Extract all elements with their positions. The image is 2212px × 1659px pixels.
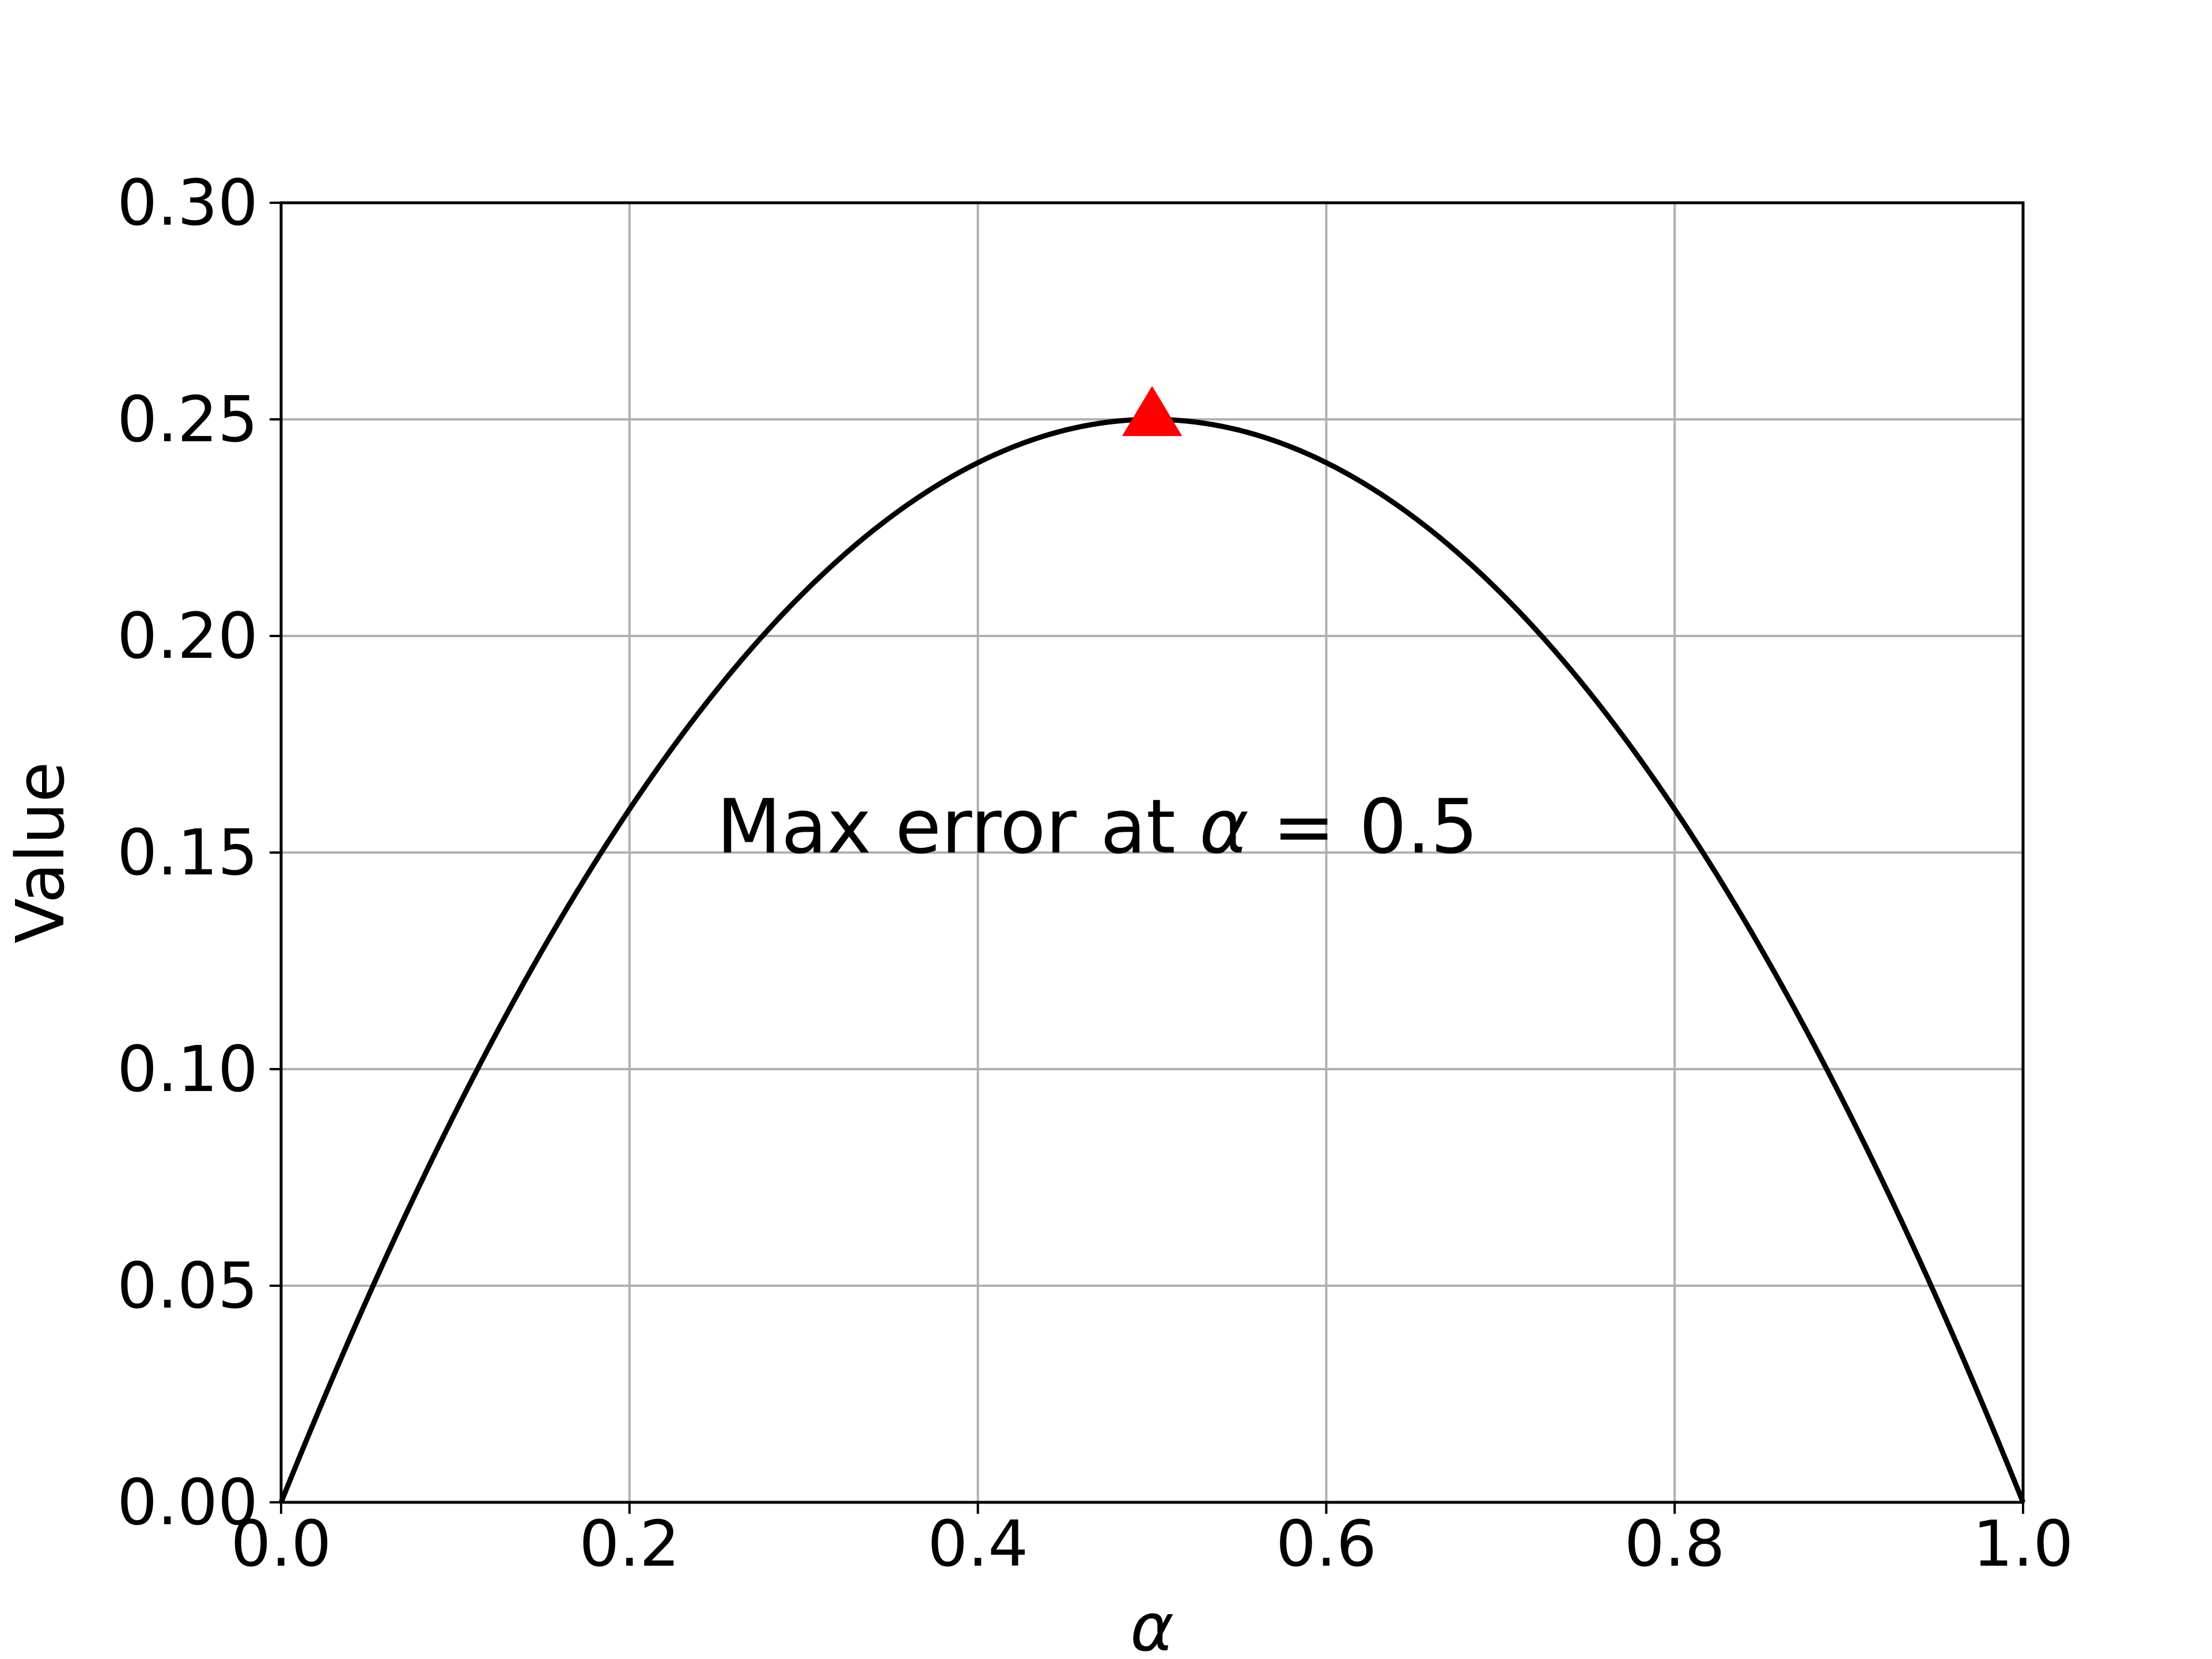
y-tick-label: 0.20 [117, 599, 258, 673]
x-tick-label: 0.2 [579, 1507, 680, 1581]
y-tick-label: 0.10 [117, 1032, 258, 1106]
y-tick-label: 0.30 [117, 166, 258, 240]
x-tick-label: 1.0 [1973, 1507, 2074, 1581]
x-tick-label: 0.4 [927, 1507, 1028, 1581]
y-axis-label: Value [2, 762, 79, 944]
annotation-prefix: Max error at [717, 783, 1199, 870]
annotation: Max error at α = 0.5 [717, 783, 1478, 870]
y-tick-label: 0.00 [117, 1465, 258, 1539]
annotation-suffix: = 0.5 [1249, 783, 1478, 870]
y-tick-label: 0.25 [117, 382, 258, 456]
x-tick-label: 0.8 [1624, 1507, 1725, 1581]
y-tick-label: 0.05 [117, 1249, 258, 1323]
curve-layer [278, 416, 2026, 1503]
series-line [278, 416, 2026, 1503]
x-axis-label: α [1130, 1589, 1174, 1659]
y-tick-label: 0.15 [117, 816, 258, 889]
x-axis-ticks: 0.0 0.2 0.4 0.6 0.8 1.0 [231, 1502, 2074, 1581]
x-tick-label: 0.6 [1276, 1507, 1377, 1581]
y-axis-ticks: 0.00 0.05 0.10 0.15 0.20 0.25 0.30 [117, 166, 281, 1539]
max-marker [1122, 386, 1183, 436]
annotation-symbol: α [1199, 783, 1249, 870]
x-tick-label: 0.0 [231, 1507, 332, 1581]
